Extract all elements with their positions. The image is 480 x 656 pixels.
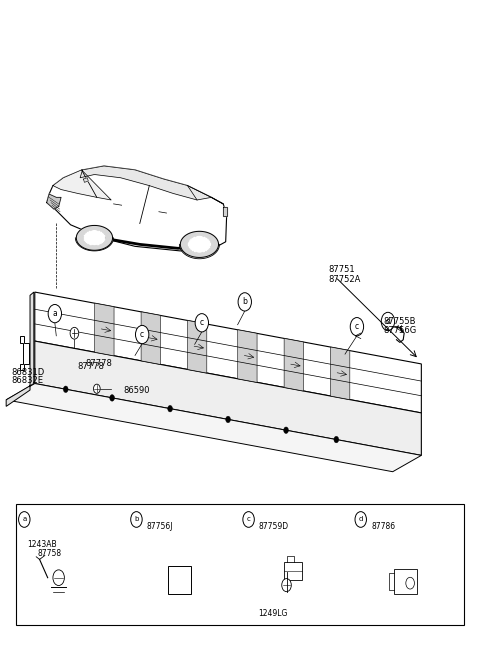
Circle shape: [350, 318, 364, 336]
Circle shape: [135, 325, 149, 344]
Text: 87751: 87751: [328, 265, 355, 274]
Circle shape: [19, 512, 30, 527]
Polygon shape: [47, 166, 227, 251]
Text: a: a: [22, 516, 26, 522]
Circle shape: [70, 327, 79, 339]
Bar: [168, 566, 191, 594]
Circle shape: [48, 304, 61, 323]
Circle shape: [334, 436, 339, 443]
Text: b: b: [242, 297, 247, 306]
Circle shape: [131, 512, 142, 527]
Polygon shape: [80, 166, 211, 200]
Bar: [394, 569, 417, 594]
Text: 86590: 86590: [123, 386, 150, 394]
Text: 1249LG: 1249LG: [258, 609, 288, 618]
Circle shape: [63, 386, 68, 392]
Text: 87778: 87778: [78, 362, 105, 371]
Text: 87786: 87786: [371, 522, 396, 531]
Text: 87752A: 87752A: [328, 274, 360, 283]
Circle shape: [168, 405, 172, 412]
Polygon shape: [47, 194, 61, 209]
Circle shape: [243, 512, 254, 527]
Text: 1243AB: 1243AB: [28, 540, 57, 549]
Text: d: d: [385, 317, 390, 326]
Text: 87758: 87758: [37, 549, 61, 558]
Polygon shape: [95, 303, 114, 356]
Polygon shape: [53, 170, 111, 200]
Polygon shape: [188, 320, 207, 373]
Text: d: d: [359, 516, 363, 522]
Polygon shape: [35, 292, 421, 413]
Text: 87755B: 87755B: [383, 317, 416, 326]
Circle shape: [238, 293, 252, 311]
Text: c: c: [355, 322, 359, 331]
Bar: [284, 562, 302, 580]
Polygon shape: [20, 337, 29, 371]
Polygon shape: [284, 338, 303, 391]
Text: a: a: [52, 309, 57, 318]
Polygon shape: [238, 330, 257, 382]
Polygon shape: [189, 237, 210, 252]
Polygon shape: [331, 347, 350, 400]
Text: 86832E: 86832E: [11, 377, 43, 386]
Text: 87756J: 87756J: [147, 522, 173, 531]
Bar: [16, 504, 464, 625]
Polygon shape: [6, 292, 34, 406]
Text: 87756G: 87756G: [383, 326, 417, 335]
Text: c: c: [200, 318, 204, 327]
Text: c: c: [140, 330, 144, 339]
Text: c: c: [247, 516, 251, 522]
Circle shape: [284, 427, 288, 434]
Polygon shape: [84, 231, 105, 245]
Circle shape: [53, 570, 64, 586]
Text: 87759D: 87759D: [258, 522, 288, 531]
Circle shape: [226, 416, 230, 422]
Polygon shape: [76, 226, 113, 250]
Circle shape: [110, 395, 115, 401]
Circle shape: [355, 512, 366, 527]
Polygon shape: [84, 178, 88, 182]
Polygon shape: [141, 312, 160, 365]
Polygon shape: [6, 384, 421, 472]
Circle shape: [282, 579, 291, 592]
Text: b: b: [134, 516, 139, 522]
Circle shape: [381, 312, 395, 331]
Circle shape: [94, 384, 100, 394]
Circle shape: [195, 314, 208, 332]
Polygon shape: [180, 232, 218, 257]
Text: 86831D: 86831D: [11, 368, 44, 377]
Circle shape: [406, 577, 414, 589]
Polygon shape: [35, 341, 421, 455]
Polygon shape: [223, 207, 227, 216]
Text: 87778: 87778: [85, 359, 112, 369]
